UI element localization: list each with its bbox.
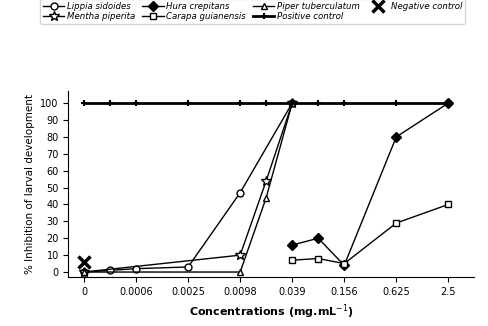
Lippia sidoides bbox=[185, 265, 191, 269]
Piper tuberculatum bbox=[263, 196, 268, 200]
Positive control bbox=[341, 101, 346, 105]
Mentha piperita bbox=[263, 179, 268, 183]
Positive control bbox=[289, 101, 295, 105]
X-axis label: Concentrations (mg.mL$^{-1}$): Concentrations (mg.mL$^{-1}$) bbox=[188, 303, 353, 321]
Line: Lippia sidoides: Lippia sidoides bbox=[81, 100, 295, 275]
Positive control bbox=[107, 101, 113, 105]
Carapa guianensis bbox=[315, 257, 321, 260]
Lippia sidoides bbox=[133, 267, 139, 271]
Piper tuberculatum bbox=[289, 101, 295, 105]
Positive control bbox=[263, 101, 268, 105]
Lippia sidoides bbox=[289, 101, 295, 105]
Piper tuberculatum bbox=[237, 270, 243, 274]
Y-axis label: % Inhibition of larval development: % Inhibition of larval development bbox=[25, 94, 35, 274]
Line: Piper tuberculatum: Piper tuberculatum bbox=[81, 100, 295, 275]
Carapa guianensis bbox=[392, 221, 398, 225]
Lippia sidoides bbox=[237, 191, 243, 195]
Positive control bbox=[237, 101, 243, 105]
Hura crepitans bbox=[445, 101, 450, 105]
Lippia sidoides bbox=[81, 270, 87, 274]
Mentha piperita bbox=[81, 270, 87, 274]
Mentha piperita bbox=[237, 253, 243, 257]
Positive control bbox=[445, 101, 450, 105]
Carapa guianensis bbox=[341, 262, 346, 266]
Carapa guianensis bbox=[445, 202, 450, 206]
Hura crepitans bbox=[392, 135, 398, 139]
Hura crepitans bbox=[289, 243, 295, 247]
Positive control bbox=[133, 101, 139, 105]
Line: Positive control: Positive control bbox=[81, 100, 451, 107]
Positive control bbox=[81, 101, 87, 105]
Legend: Lippia sidoides, Mentha piperita, Hura crepitans, Carapa guianensis, Piper tuber: Lippia sidoides, Mentha piperita, Hura c… bbox=[40, 0, 464, 24]
Carapa guianensis bbox=[289, 258, 295, 262]
Line: Hura crepitans: Hura crepitans bbox=[288, 100, 451, 269]
Positive control bbox=[392, 101, 398, 105]
Line: Mentha piperita: Mentha piperita bbox=[79, 98, 297, 277]
Positive control bbox=[315, 101, 321, 105]
Hura crepitans bbox=[315, 236, 321, 240]
Mentha piperita bbox=[289, 101, 295, 105]
Lippia sidoides bbox=[107, 268, 113, 272]
Hura crepitans bbox=[341, 263, 346, 267]
Positive control bbox=[185, 101, 191, 105]
Piper tuberculatum bbox=[81, 270, 87, 274]
Line: Carapa guianensis: Carapa guianensis bbox=[288, 201, 451, 267]
